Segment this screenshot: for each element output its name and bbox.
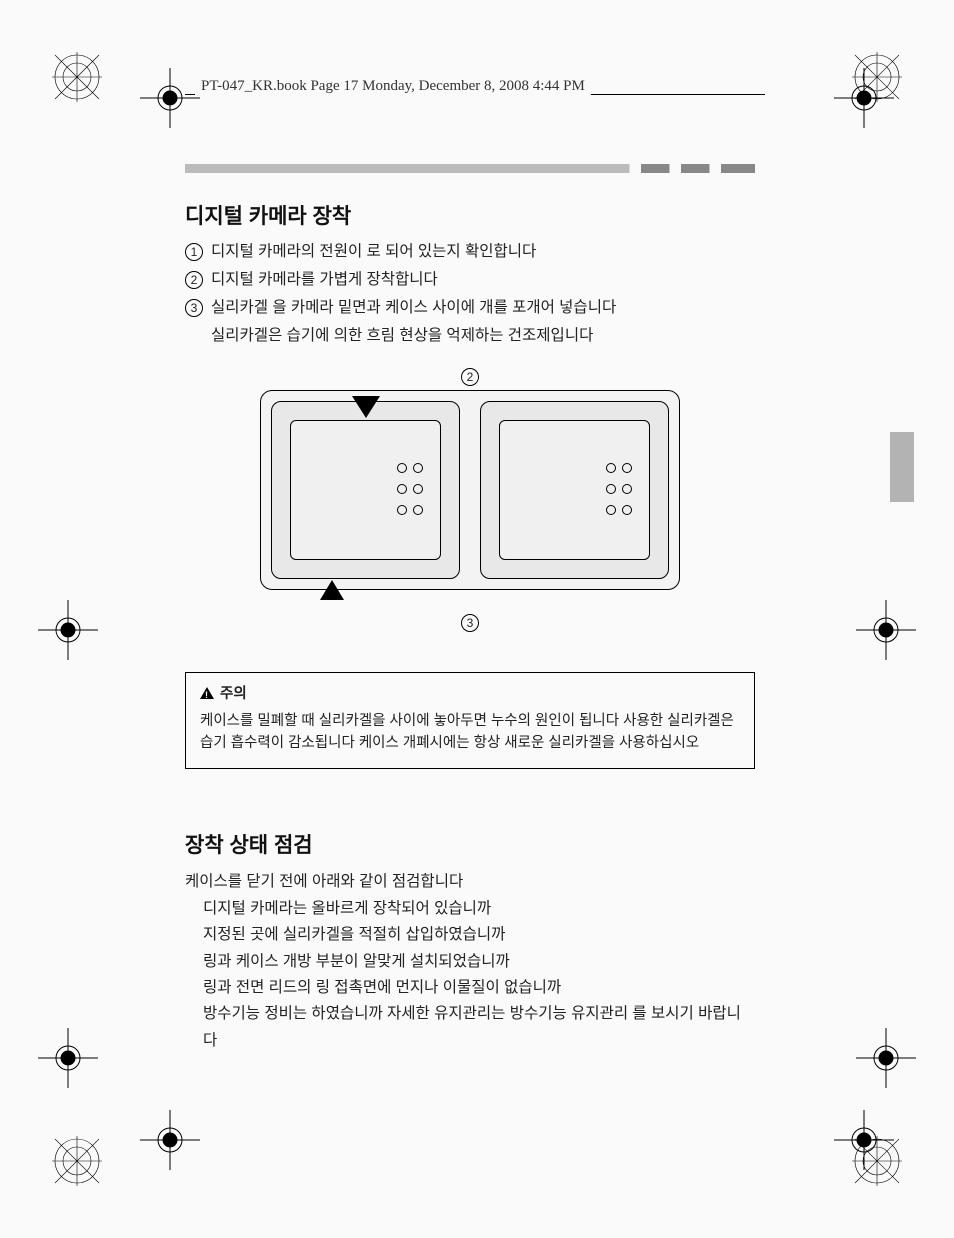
crossmark-top-r bbox=[834, 68, 894, 128]
caution-header: 주의 bbox=[200, 683, 740, 705]
check-line: 방수기능 정비는 하였습니까 자세한 유지관리는 방수기능 유지관리 를 보시기… bbox=[185, 1001, 755, 1054]
figure-label-top: 2 bbox=[461, 368, 479, 386]
step-text: 실리카겔 을 카메라 밑면과 케이스 사이에 개를 포개어 넣습니다 bbox=[211, 296, 755, 320]
step-num-icon: 3 bbox=[185, 299, 203, 317]
crossmark-bot2-l bbox=[140, 1110, 200, 1170]
step-row: 3 실리카겔 을 카메라 밑면과 케이스 사이에 개를 포개어 넣습니다 bbox=[185, 296, 755, 320]
caution-box: 주의 케이스를 밀폐할 때 실리카겔을 사이에 놓아두면 누수의 원인이 됩니다… bbox=[185, 672, 755, 769]
figure-label-bottom: 3 bbox=[461, 614, 479, 632]
crossmark-mid-l bbox=[38, 600, 98, 660]
step-text: 디지털 카메라의 전원이 로 되어 있는지 확인합니다 bbox=[211, 240, 755, 264]
caution-body: 케이스를 밀폐할 때 실리카겔을 사이에 놓아두면 누수의 원인이 됩니다 사용… bbox=[200, 710, 740, 755]
decor-bar bbox=[185, 164, 755, 173]
arrow-up-icon bbox=[320, 580, 344, 600]
section1-title: 디지털 카메라 장착 bbox=[185, 200, 755, 230]
figure: 2 3 bbox=[260, 368, 680, 636]
figure-illustration bbox=[260, 390, 680, 590]
section2-intro: 케이스를 닫기 전에 아래와 같이 점검합니다 bbox=[185, 869, 755, 895]
crossmark-top-l bbox=[140, 68, 200, 128]
crossmark-bot-l bbox=[38, 1028, 98, 1088]
side-tab bbox=[890, 432, 914, 502]
crossmark-bot-r bbox=[856, 1028, 916, 1088]
camera-buttons-icon bbox=[390, 460, 430, 520]
step-row: 1 디지털 카메라의 전원이 로 되어 있는지 확인합니다 bbox=[185, 240, 755, 264]
check-line: 지정된 곳에 실리카겔을 적절히 삽입하였습니까 bbox=[185, 922, 755, 948]
step-note: 실리카겔은 습기에 의한 흐림 현상을 억제하는 건조제입니다 bbox=[185, 324, 755, 348]
step-num-icon: 2 bbox=[185, 271, 203, 289]
header-text: PT-047_KR.book Page 17 Monday, December … bbox=[195, 78, 591, 95]
caution-label: 주의 bbox=[220, 683, 247, 705]
check-line: 디지털 카메라는 올바르게 장착되어 있습니까 bbox=[185, 896, 755, 922]
arrow-down-icon bbox=[352, 396, 380, 418]
step-num-icon: 1 bbox=[185, 243, 203, 261]
case-buttons-icon bbox=[599, 460, 639, 520]
check-line: 링과 케이스 개방 부분이 알맞게 설치되었습니까 bbox=[185, 949, 755, 975]
regmark-bl bbox=[52, 1136, 102, 1186]
crossmark-bot2-r bbox=[834, 1110, 894, 1170]
crossmark-mid-r bbox=[856, 600, 916, 660]
section2-title: 장착 상태 점검 bbox=[185, 829, 755, 859]
check-line: 링과 전면 리드의 링 접촉면에 먼지나 이물질이 없습니까 bbox=[185, 975, 755, 1001]
regmark-tl bbox=[52, 52, 102, 102]
step-text: 디지털 카메라를 가볍게 장착합니다 bbox=[211, 268, 755, 292]
step-row: 2 디지털 카메라를 가볍게 장착합니다 bbox=[185, 268, 755, 292]
warning-icon bbox=[200, 687, 214, 699]
